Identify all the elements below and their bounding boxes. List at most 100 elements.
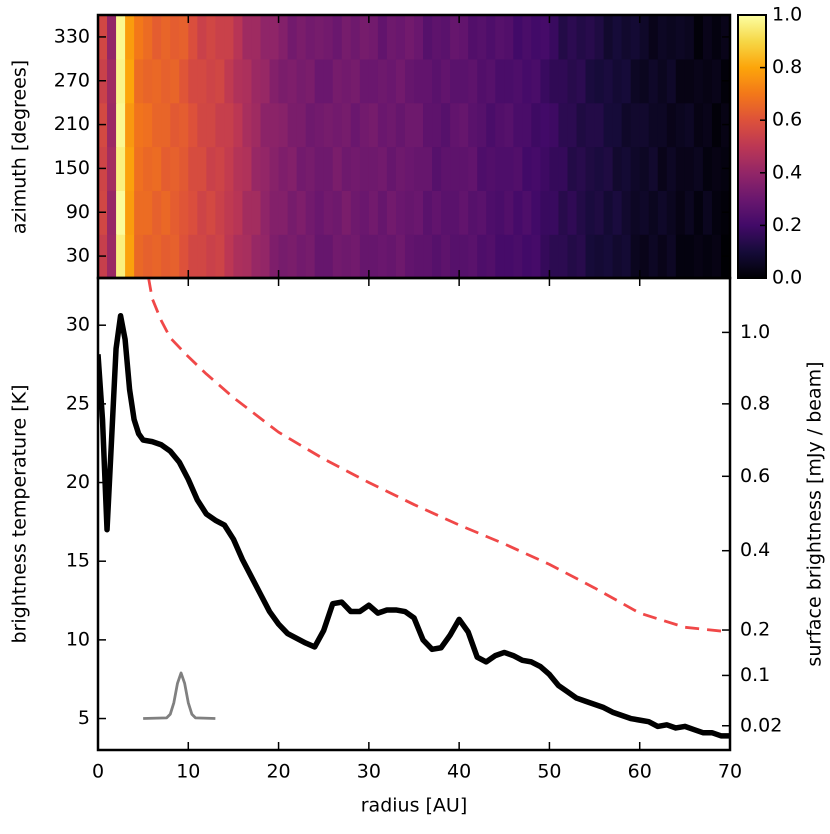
heatmap-cell [504,190,514,235]
heatmap-cell [648,15,659,60]
heatmap-cell [125,146,135,191]
heatmap-cell [404,146,415,191]
heatmap-cell [206,234,216,278]
heatmap-cell [368,190,379,235]
heatmap-cell [540,58,551,104]
heatmap-cell [287,234,298,278]
heatmap-cell [423,102,433,148]
heatmap-cell [278,58,289,104]
heatmap-cell [125,15,135,60]
heatmap-cell [603,58,614,104]
heatmap-cell [693,190,704,235]
heatmap-cell [260,58,271,104]
heatmap-cell [648,58,659,104]
heatmap-cell [170,234,180,278]
heatmap-cell [179,15,189,60]
heatmap-cell [107,102,117,148]
heatmap-cell [305,234,316,278]
heatmap-cell [711,102,722,148]
heatmap-cell [188,102,198,148]
heatmap-cell [332,102,343,148]
heatmap-cell [666,15,677,60]
lines [98,278,730,739]
heatmap-cell [350,146,361,191]
heatmap-cell [621,102,632,148]
heatmap-cell [260,234,271,278]
heatmap-cell [711,234,722,278]
heatmap-cell [296,234,307,278]
heatmap-cell [125,234,135,278]
heatmap-cell [549,15,560,60]
heatmap-cell [549,190,560,235]
heatmap-cell [179,58,189,104]
heatmap-cell [161,234,171,278]
heatmap-cell [495,102,505,148]
x-tick-label: 30 [357,761,381,783]
heatmap-cell [179,146,189,191]
heatmap-cell [179,102,189,148]
heatmap-cell [657,146,668,191]
y-tick-label: 10 [66,628,90,650]
y2-tick-label: 0.4 [740,539,770,561]
heatmap-cell [522,102,532,148]
heatmap-cell [603,102,614,148]
heatmap-cell [594,58,605,104]
heatmap-cell [314,15,325,60]
heatmap-cell [188,190,198,235]
heatmap-cell [296,146,307,191]
heatmap-cell [404,15,415,60]
heatmap-cell [639,102,650,148]
heatmap-cell [486,234,496,278]
heatmap-cell [432,102,442,148]
heatmap-cell [116,190,126,235]
colorbar-tick-label: 0.2 [772,214,802,236]
heatmap-cell [251,58,262,104]
heatmap-cell [432,190,442,235]
heatmap-cell [152,102,162,148]
heatmap-cell [395,190,406,235]
x-tick-label: 50 [537,761,561,783]
heatmap-cell [368,15,379,60]
heatmap-cell [702,190,713,235]
heatmap-cell [287,190,298,235]
heatmap-cell [224,234,235,278]
heatmap-cell [233,234,244,278]
y-axis-label: azimuth [degrees] [9,60,31,234]
heatmap-cell [224,102,235,148]
heatmap-cell [116,146,126,191]
heatmap-cell [143,15,153,60]
heatmap-cell [540,102,551,148]
heatmap-cell [549,146,560,191]
heatmap-cell [287,146,298,191]
heatmap-cell [693,234,704,278]
heatmap-cell [134,58,144,104]
heatmap-cell [522,15,532,60]
heatmap-cell [702,234,713,278]
heatmap-cell [558,190,569,235]
colorbar-tick-label: 0.8 [772,56,802,78]
heatmap-cell [639,58,650,104]
heatmap-cell [684,190,695,235]
heatmap-cell [296,15,307,60]
heatmap-cell [558,146,569,191]
heatmap-cell [242,102,253,148]
heatmap-cell [296,102,307,148]
heatmap-cell [441,234,451,278]
heatmap-cell [332,190,343,235]
heatmap-cell [386,146,397,191]
heatmap-cell [269,58,280,104]
heatmap-cell [215,146,225,191]
heatmap-cell [576,234,587,278]
heatmap-cell [161,15,171,60]
y2-tick-label: 0.02 [740,714,782,736]
heatmap-cell [504,234,514,278]
heatmap-cell [314,234,325,278]
heatmap-cell [450,146,460,191]
heatmap-cell [332,146,343,191]
heatmap-cell [170,146,180,191]
heatmap-cell [296,58,307,104]
heatmap-cell [206,102,216,148]
heatmap-cell [684,15,695,60]
y-tick-label: 150 [54,157,90,179]
heatmap-cell [621,15,632,60]
